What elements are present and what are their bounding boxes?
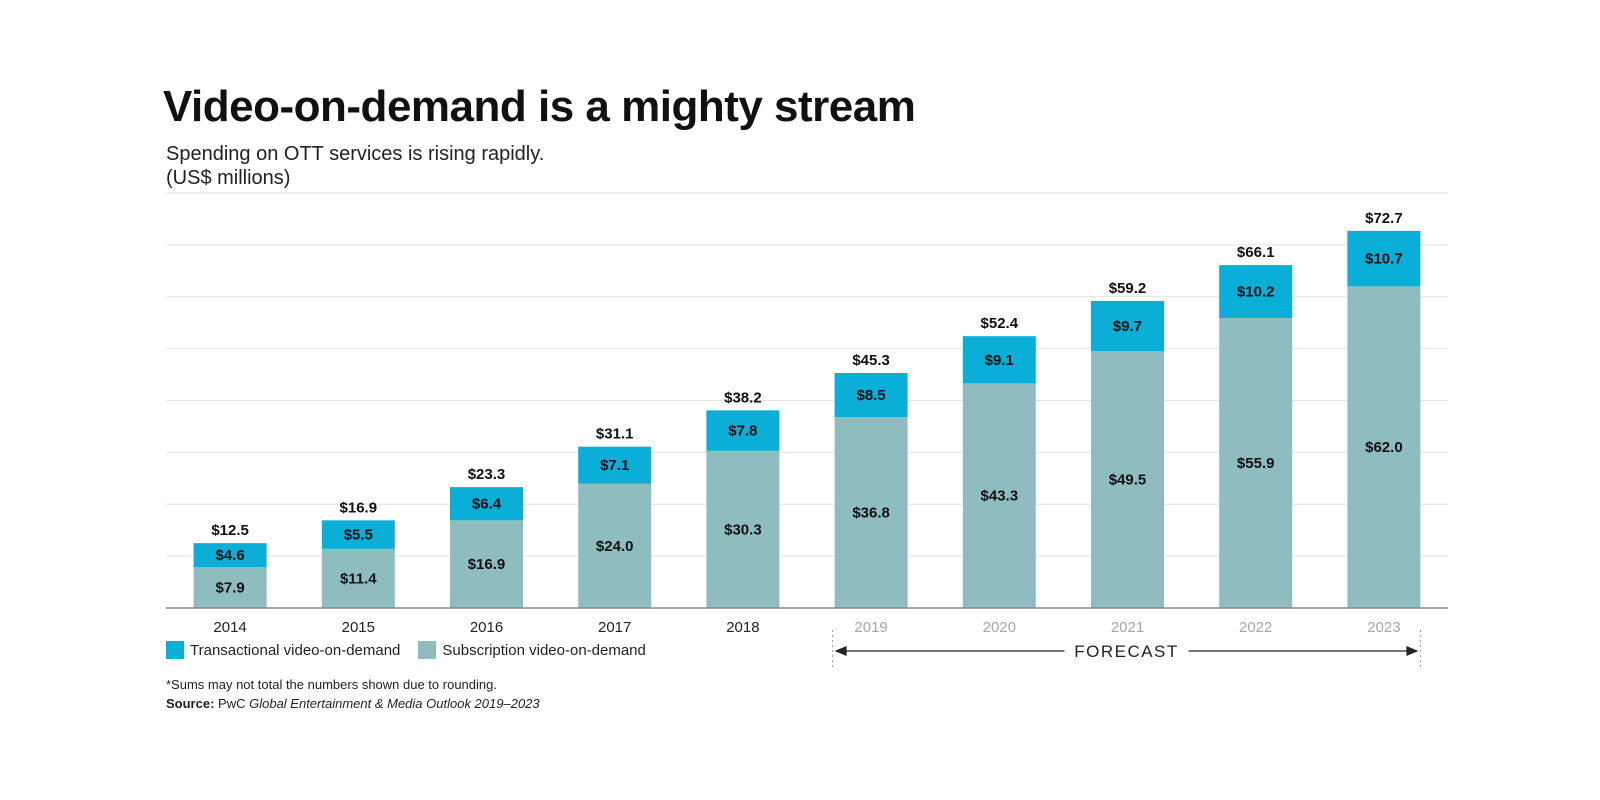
bar-total-label: $45.3 [852, 352, 890, 369]
bar-total-label: $31.1 [596, 426, 634, 443]
bar-label-subscription: $43.3 [981, 488, 1019, 505]
bar-total-label: $59.2 [1109, 280, 1147, 297]
legend-label-subscription: Subscription video-on-demand [442, 641, 646, 659]
bar-transactional [962, 336, 1036, 384]
legend-swatch-subscription [418, 641, 437, 659]
bar-label-subscription: $7.9 [215, 580, 244, 597]
bar-label-transactional: $4.6 [215, 547, 244, 564]
rounding-note: *Sums may not total the numbers shown du… [166, 677, 497, 692]
chart-footnotes: *Sums may not total the numbers shown du… [166, 675, 540, 713]
bar-total-label: $16.9 [340, 499, 378, 516]
chart-subtitle-block: Spending on OTT services is rising rapid… [166, 142, 544, 190]
x-tick-label: 2016 [470, 619, 503, 636]
bar-transactional [578, 446, 652, 484]
source-title: Global Entertainment & Media Outlook 201… [249, 696, 540, 711]
bar-transactional [834, 373, 908, 418]
x-tick-label: 2018 [726, 619, 759, 636]
bar-subscription [578, 483, 652, 608]
bar-label-subscription: $16.9 [468, 556, 506, 573]
bar-total-label: $72.7 [1365, 210, 1403, 227]
bar-label-transactional: $8.5 [856, 387, 885, 404]
legend-label-transactional: Transactional video-on-demand [190, 641, 401, 659]
bar-subscription [450, 520, 523, 608]
bar-total-label: $23.3 [468, 466, 506, 483]
bar-subscription [706, 450, 780, 608]
legend-item-subscription: Subscription video-on-demand [418, 641, 646, 659]
x-tick-label: 2014 [213, 619, 246, 636]
bar-transactional [193, 543, 267, 568]
x-tick-label: 2017 [598, 619, 631, 636]
source-line: Source: PwC Global Entertainment & Media… [166, 694, 540, 713]
bar-transactional [706, 410, 780, 451]
x-tick-label: 2023 [1367, 619, 1400, 636]
source-publisher: PwC [218, 696, 246, 711]
chart-subtitle: Spending on OTT services is rising rapid… [166, 143, 545, 165]
bar-label-transactional: $9.1 [985, 352, 1014, 369]
bar-label-transactional: $7.8 [728, 423, 757, 440]
forecast-arrowhead-right [1406, 646, 1419, 656]
bar-subscription [1347, 286, 1421, 608]
bar-transactional [450, 487, 523, 521]
bar-subscription [962, 383, 1036, 608]
x-tick-label: 2015 [342, 619, 375, 636]
bar-subscription [1091, 351, 1164, 608]
bar-subscription [321, 548, 395, 608]
source-label: Source: [166, 696, 215, 711]
x-tick-label: 2021 [1111, 619, 1144, 636]
bar-label-subscription: $24.0 [596, 538, 634, 555]
bar-subscription [834, 417, 908, 608]
bar-label-transactional: $9.7 [1113, 318, 1142, 335]
bar-transactional [1219, 265, 1293, 319]
chart-units: (US$ millions) [166, 167, 291, 189]
forecast-arrowhead-left [834, 646, 847, 656]
bar-subscription [193, 567, 267, 608]
bar-label-subscription: $55.9 [1237, 455, 1275, 472]
bar-total-label: $52.4 [981, 315, 1019, 332]
bar-label-transactional: $5.5 [344, 527, 373, 544]
x-tick-label: 2022 [1239, 619, 1272, 636]
bar-label-subscription: $62.0 [1365, 439, 1403, 456]
bar-label-subscription: $49.5 [1109, 472, 1147, 489]
legend-item-transactional: Transactional video-on-demand [166, 641, 400, 659]
bar-total-label: $66.1 [1237, 244, 1275, 261]
bar-total-label: $12.5 [211, 522, 249, 539]
chart-title: Video-on-demand is a mighty stream [163, 82, 916, 131]
forecast-label: FORECAST [1074, 642, 1179, 661]
bar-subscription [1219, 318, 1293, 608]
bar-label-transactional: $7.1 [600, 457, 629, 474]
x-tick-label: 2020 [983, 619, 1016, 636]
chart-legend: Transactional video-on-demand Subscripti… [166, 641, 664, 659]
bar-transactional [1091, 300, 1164, 352]
legend-swatch-transactional [166, 641, 184, 659]
bar-label-subscription: $30.3 [724, 521, 762, 538]
bar-label-subscription: $11.4 [340, 570, 377, 587]
bar-label-transactional: $6.4 [472, 496, 502, 513]
x-tick-label: 2019 [854, 619, 887, 636]
bar-total-label: $38.2 [724, 389, 762, 406]
bar-label-transactional: $10.7 [1365, 251, 1403, 268]
bar-label-subscription: $36.8 [852, 505, 890, 522]
bar-label-transactional: $10.2 [1237, 284, 1275, 301]
bar-transactional [1347, 230, 1421, 287]
bar-transactional [321, 520, 395, 549]
